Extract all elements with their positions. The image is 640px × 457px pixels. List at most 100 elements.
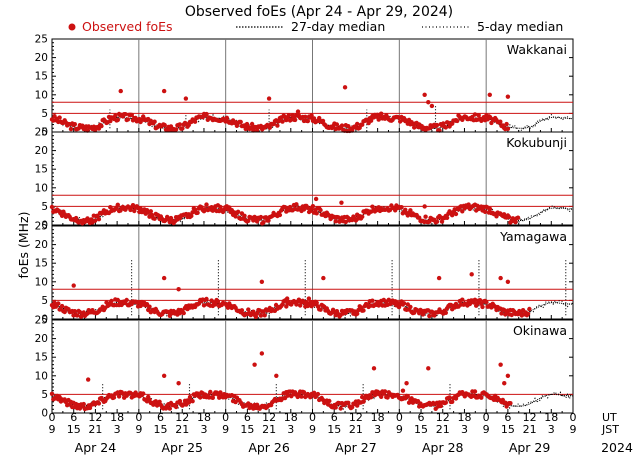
observed-point — [311, 116, 317, 121]
day-label: Apr 24 — [75, 440, 117, 455]
ut-tick-label: 12 — [523, 411, 537, 424]
jst-tick-label: 15 — [240, 423, 254, 436]
observed-point — [320, 118, 326, 124]
observed-point — [295, 109, 301, 114]
observed-point — [355, 311, 360, 316]
observed-point — [111, 395, 117, 400]
observed-point — [157, 399, 162, 404]
observed-point — [487, 206, 493, 212]
observed-point — [62, 309, 67, 315]
observed-point — [400, 388, 406, 393]
observed-point — [235, 209, 241, 214]
observed-point — [327, 398, 332, 404]
ut-tick-label: 18 — [110, 411, 124, 424]
observed-point — [292, 114, 297, 120]
observed-point — [499, 311, 504, 316]
observed-point — [242, 213, 247, 218]
y-tick-label: 15 — [35, 258, 48, 270]
legend-27day-label: 27-day median — [291, 19, 385, 34]
observed-point — [450, 399, 455, 404]
station-name: Kokubunji — [506, 135, 567, 150]
observed-point — [361, 308, 366, 313]
observed-point — [305, 118, 310, 124]
observed-point — [498, 275, 503, 281]
observed-point — [360, 214, 365, 219]
observed-point — [505, 94, 511, 99]
observed-point — [275, 123, 280, 128]
observed-point — [68, 126, 74, 132]
panel-kokubunji: 0 5 10 15 20 25 Kokubunji — [35, 127, 574, 232]
observed-point — [314, 211, 319, 216]
observed-point — [204, 296, 209, 302]
observed-point — [72, 122, 78, 127]
observed-point — [315, 391, 321, 397]
observed-point — [417, 215, 422, 220]
observed-point — [525, 311, 531, 316]
observed-point — [460, 297, 465, 302]
observed-point — [173, 404, 179, 410]
observed-point — [321, 275, 326, 281]
observed-point — [49, 204, 55, 210]
observed-point — [238, 119, 243, 125]
observed-point — [204, 111, 209, 117]
observed-point — [466, 202, 471, 207]
observed-point — [123, 112, 128, 117]
observed-point — [423, 214, 428, 219]
jst-tick-label: 3 — [548, 423, 555, 436]
observed-point — [286, 113, 291, 118]
observed-point — [501, 307, 507, 313]
observed-point — [422, 204, 427, 209]
observed-point — [355, 121, 360, 127]
observed-point — [259, 351, 265, 356]
observed-point — [505, 373, 511, 378]
jst-tick-label: 9 — [483, 423, 490, 436]
day-label: Apr 25 — [161, 440, 203, 455]
observed-point — [342, 85, 348, 90]
day-label: Apr 26 — [248, 440, 290, 455]
observed-point — [447, 395, 452, 400]
y-tick-label: 15 — [35, 164, 48, 176]
observed-point — [404, 381, 409, 386]
ut-tick-label: 0 — [396, 411, 403, 424]
observed-point — [204, 202, 209, 207]
observed-point — [280, 119, 285, 124]
observed-point — [141, 114, 146, 119]
observed-point — [277, 212, 283, 218]
y-tick-label: 5 — [41, 295, 48, 307]
year-label: 2024 — [601, 440, 633, 455]
observed-point — [427, 219, 432, 224]
observed-point — [77, 309, 83, 315]
y-tick-label: 20 — [35, 52, 48, 64]
jst-tick-label: 21 — [436, 423, 450, 436]
ut-tick-label: 18 — [544, 411, 558, 424]
jst-tick-label: 3 — [114, 423, 121, 436]
observed-point — [71, 283, 76, 288]
observed-point — [379, 394, 384, 399]
y-tick-label: 15 — [35, 71, 48, 83]
jst-tick-label: 3 — [287, 423, 294, 436]
observed-point — [427, 313, 432, 319]
observed-point — [339, 200, 344, 205]
observed-point — [233, 214, 238, 219]
observed-point — [180, 126, 185, 131]
observed-point — [436, 275, 442, 281]
y-tick-label: 5 — [41, 108, 48, 120]
observed-point — [218, 390, 223, 395]
jst-tick-label: 15 — [501, 423, 515, 436]
observed-point — [115, 117, 121, 123]
observed-point — [460, 209, 465, 214]
observed-point — [177, 122, 183, 127]
observed-point — [305, 205, 310, 210]
y-tick-label: 25 — [35, 221, 48, 233]
y-axis-label: foEs (MHz) — [16, 212, 31, 279]
observed-point — [57, 115, 62, 120]
observed-point — [343, 219, 348, 225]
observed-point — [173, 127, 179, 132]
jst-tick-label: 9 — [135, 423, 142, 436]
observed-point — [303, 114, 308, 120]
jst-tick-label: 9 — [396, 423, 403, 436]
observed-point — [301, 207, 307, 212]
observed-point — [176, 287, 181, 292]
observed-point — [472, 112, 478, 117]
jst-tick-label: 15 — [414, 423, 428, 436]
